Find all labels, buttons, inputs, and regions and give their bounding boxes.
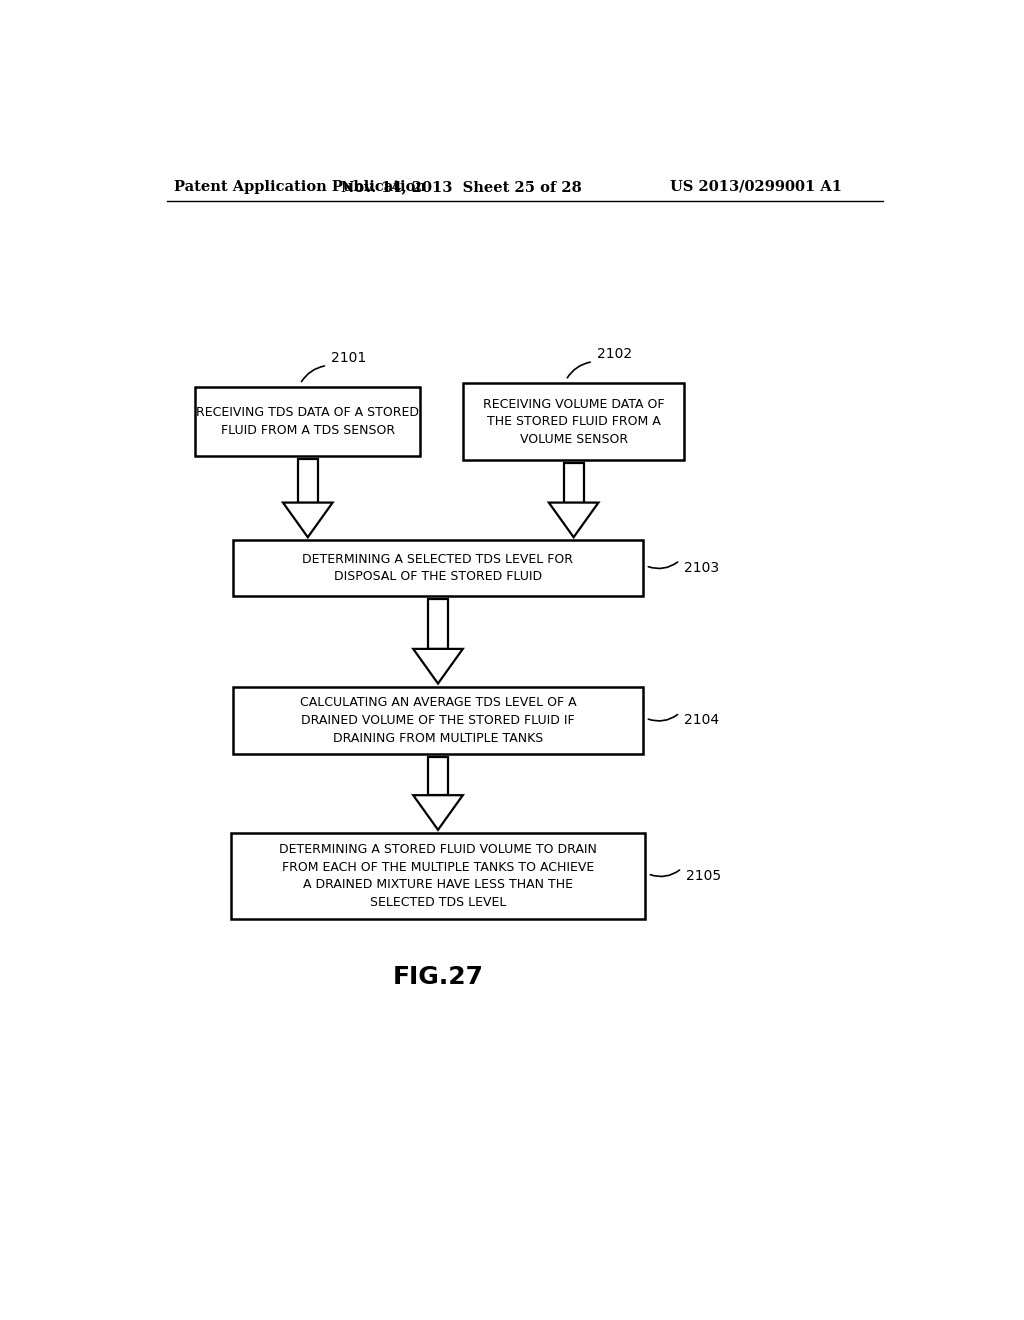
Bar	[232, 686, 643, 755]
Bar	[463, 383, 684, 461]
Bar	[563, 463, 584, 503]
Bar	[428, 599, 449, 649]
Text: CALCULATING AN AVERAGE TDS LEVEL OF A
DRAINED VOLUME OF THE STORED FLUID IF
DRAI: CALCULATING AN AVERAGE TDS LEVEL OF A DR…	[300, 697, 577, 744]
Text: DETERMINING A STORED FLUID VOLUME TO DRAIN
FROM EACH OF THE MULTIPLE TANKS TO AC: DETERMINING A STORED FLUID VOLUME TO DRA…	[280, 843, 597, 908]
Bar	[428, 758, 449, 795]
Text: 2103: 2103	[684, 561, 719, 576]
Bar	[196, 387, 420, 457]
Text: FIG.27: FIG.27	[392, 965, 483, 989]
Text: DETERMINING A SELECTED TDS LEVEL FOR
DISPOSAL OF THE STORED FLUID: DETERMINING A SELECTED TDS LEVEL FOR DIS…	[302, 553, 573, 583]
Text: RECEIVING TDS DATA OF A STORED
FLUID FROM A TDS SENSOR: RECEIVING TDS DATA OF A STORED FLUID FRO…	[197, 407, 419, 437]
Polygon shape	[549, 503, 598, 537]
Text: 2102: 2102	[597, 347, 632, 360]
Text: Nov. 14, 2013  Sheet 25 of 28: Nov. 14, 2013 Sheet 25 of 28	[341, 180, 582, 194]
Text: US 2013/0299001 A1: US 2013/0299001 A1	[671, 180, 843, 194]
Text: Patent Application Publication: Patent Application Publication	[174, 180, 427, 194]
Polygon shape	[283, 503, 333, 537]
Text: 2101: 2101	[331, 351, 367, 364]
Text: 2104: 2104	[684, 714, 719, 727]
Text: 2105: 2105	[686, 869, 721, 883]
Text: RECEIVING VOLUME DATA OF
THE STORED FLUID FROM A
VOLUME SENSOR: RECEIVING VOLUME DATA OF THE STORED FLUI…	[483, 397, 665, 446]
Bar	[230, 833, 645, 919]
Bar	[298, 459, 317, 503]
Bar	[232, 540, 643, 595]
Polygon shape	[414, 795, 463, 830]
Polygon shape	[414, 649, 463, 684]
